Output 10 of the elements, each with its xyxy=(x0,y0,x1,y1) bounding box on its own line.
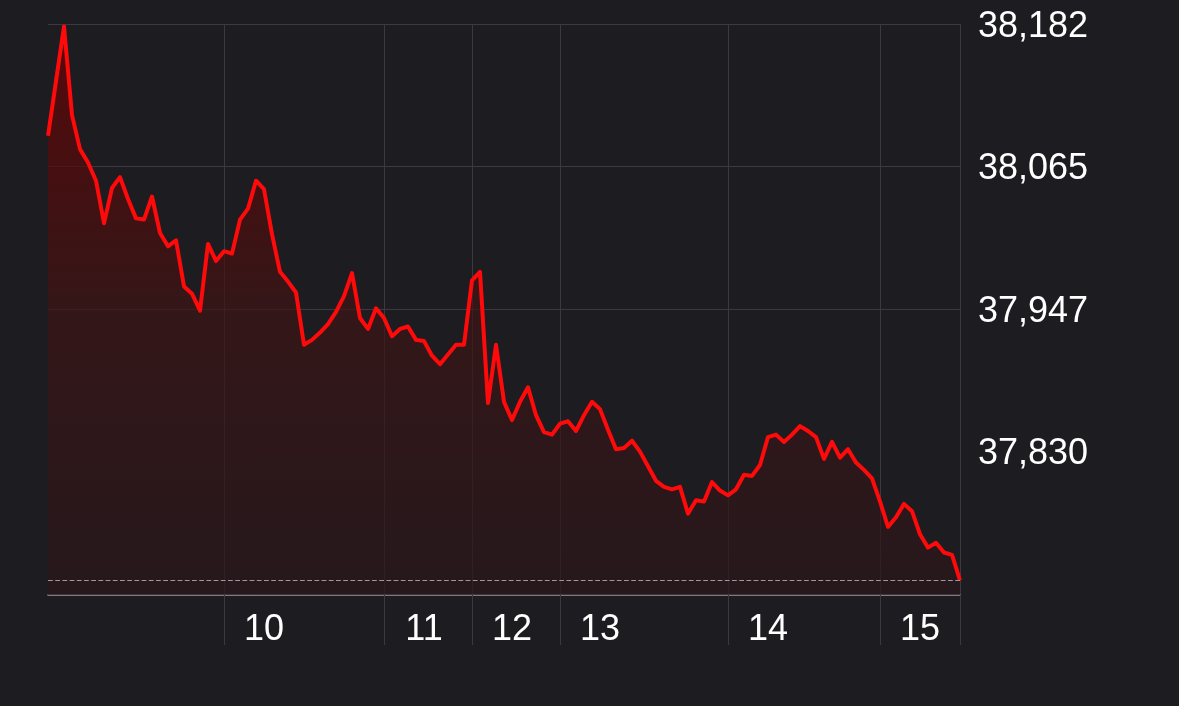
x-tick-label: 10 xyxy=(243,606,285,648)
x-tick-label: 13 xyxy=(579,606,621,648)
y-tick-label: 38,182 xyxy=(978,3,1089,45)
y-tick-label: 37,830 xyxy=(978,431,1089,473)
x-tick-label: 12 xyxy=(491,606,533,648)
x-tick-label: 14 xyxy=(747,606,789,648)
x-tick-label: 15 xyxy=(899,606,941,648)
y-tick-label: 37,947 xyxy=(978,289,1089,330)
y-tick-label: 38,065 xyxy=(978,145,1089,187)
x-tick-label: 11 xyxy=(405,606,443,648)
